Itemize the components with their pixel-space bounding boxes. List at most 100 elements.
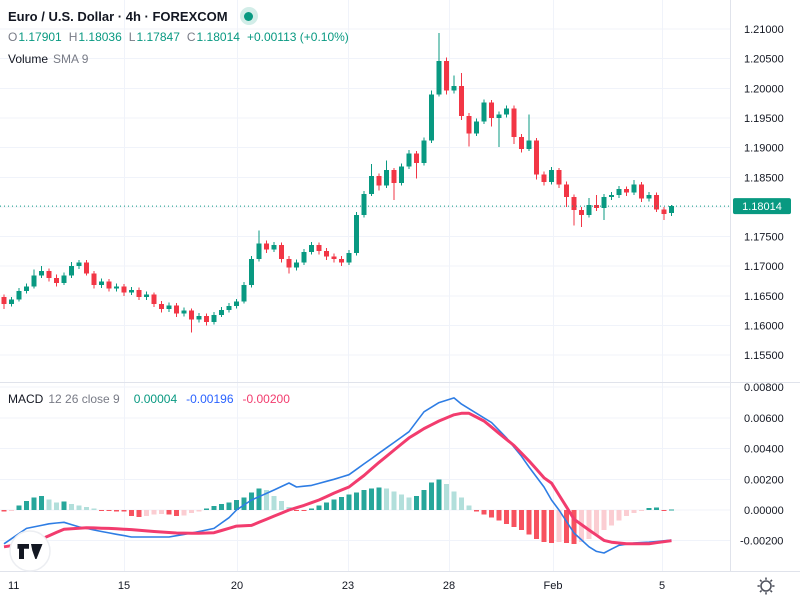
macd-histogram-bar — [519, 510, 524, 530]
macd-histogram-bar — [196, 510, 202, 512]
candle-body — [624, 189, 629, 193]
candle-body — [106, 281, 112, 289]
gear-icon-tooth — [759, 579, 763, 583]
candle-body — [144, 294, 149, 298]
volume-ma-label: SMA 9 — [53, 52, 89, 66]
gear-icon-tooth — [769, 579, 773, 583]
candle-body — [406, 153, 412, 167]
time-tick-label[interactable]: 23 — [342, 580, 354, 592]
macd-histogram-bar — [16, 505, 22, 510]
candle-body — [616, 189, 622, 196]
macd-histogram-bar — [639, 510, 644, 512]
candle-body — [421, 140, 427, 164]
candle-body — [69, 266, 74, 276]
price-tick-label[interactable]: 1.19500 — [744, 113, 784, 125]
macd-histogram-value: 0.00004 — [133, 392, 178, 406]
candle-body — [361, 193, 367, 216]
macd-histogram-bar — [444, 483, 449, 510]
tradingview-logo-glyph-1 — [17, 544, 29, 559]
candle-body — [511, 108, 517, 137]
macd-tick-label[interactable]: 0.00000 — [744, 505, 784, 517]
candle-body — [189, 310, 194, 320]
volume-indicator-label[interactable]: Volume — [8, 52, 49, 66]
time-tick-label[interactable]: 15 — [118, 580, 130, 592]
macd-histogram-bar — [339, 496, 344, 510]
macd-tick-label[interactable]: -0.00200 — [740, 536, 783, 548]
candle-body — [391, 170, 397, 184]
macd-histogram-bar — [534, 510, 539, 540]
macd-indicator-label[interactable]: MACD — [8, 392, 44, 406]
macd-histogram-bar — [384, 488, 389, 510]
macd-histogram-bar — [46, 499, 52, 510]
candle-body — [211, 314, 217, 322]
price-tick-label[interactable]: 1.21000 — [744, 24, 784, 36]
macd-histogram-bar — [54, 502, 59, 510]
candle-body — [76, 262, 82, 267]
price-tick-label[interactable]: 1.16000 — [744, 320, 784, 332]
candle-body — [294, 262, 299, 268]
last-price-label: 1.18014 — [742, 201, 782, 213]
candle-body — [84, 262, 89, 274]
candle-body — [181, 310, 187, 314]
time-tick-label[interactable]: Feb — [544, 580, 563, 592]
price-tick-label[interactable]: 1.18500 — [744, 172, 784, 184]
candle-body — [436, 61, 442, 95]
candle-body — [474, 121, 479, 134]
macd-histogram-bar — [354, 492, 359, 510]
macd-histogram-bar — [429, 482, 434, 510]
candle-body — [564, 184, 569, 197]
macd-line — [3, 397, 672, 554]
price-tick-label[interactable]: 1.17000 — [744, 261, 784, 273]
macd-histogram-bar — [481, 510, 487, 515]
price-tick-label[interactable]: 1.15500 — [744, 350, 784, 362]
gear-icon[interactable] — [760, 580, 772, 592]
price-tick-label[interactable]: 1.20000 — [744, 83, 784, 95]
gear-icon-tooth — [759, 589, 763, 593]
candle-body — [129, 289, 134, 293]
macd-histogram-bar — [376, 487, 382, 510]
time-tick-label[interactable]: 11 — [8, 580, 19, 592]
candle-body — [451, 85, 457, 91]
candle-body — [234, 301, 239, 306]
candle-body — [16, 291, 22, 300]
macd-histogram-bar — [631, 510, 637, 514]
macd-histogram-bar — [99, 510, 104, 511]
candle-body — [99, 281, 104, 286]
macd-histogram-bar — [159, 510, 164, 514]
price-tick-label[interactable]: 1.17500 — [744, 232, 784, 244]
candle-body — [459, 85, 464, 117]
time-tick-label[interactable]: 20 — [231, 580, 243, 592]
macd-histogram-bar — [504, 510, 509, 524]
macd-tick-label[interactable]: 0.00200 — [744, 474, 784, 486]
candle-body — [279, 244, 284, 260]
macd-histogram-bar — [496, 510, 502, 521]
macd-tick-label[interactable]: 0.00800 — [744, 382, 784, 394]
symbol-title[interactable]: Euro / U.S. Dollar · 4h · FOREXCOM — [8, 8, 228, 24]
macd-histogram-bar — [474, 510, 479, 512]
price-tick-label[interactable]: 1.19000 — [744, 143, 784, 155]
macd-histogram-bar — [226, 502, 232, 510]
macd-histogram-bar — [466, 505, 472, 510]
macd-histogram-bar — [241, 497, 247, 510]
time-tick-label[interactable]: 5 — [659, 580, 665, 592]
time-tick-label[interactable]: 28 — [443, 580, 455, 592]
candle-body — [316, 244, 322, 251]
macd-histogram-bar — [369, 488, 374, 510]
macd-histogram-bar — [309, 508, 314, 510]
main-pane-legend: Euro / U.S. Dollar · 4h · FOREXCOM O 1.1… — [8, 5, 349, 69]
macd-histogram-bar — [121, 510, 127, 512]
candle-body — [654, 195, 659, 210]
macd-histogram-bar — [324, 502, 329, 510]
macd-histogram-bar — [39, 496, 44, 510]
candle-body — [249, 259, 254, 286]
macd-tick-label[interactable]: 0.00600 — [744, 413, 784, 425]
tradingview-logo-icon[interactable] — [9, 530, 51, 572]
macd-tick-label[interactable]: 0.00400 — [744, 444, 784, 456]
price-tick-label[interactable]: 1.16500 — [744, 291, 784, 303]
candle-body — [39, 270, 44, 276]
candle-body — [571, 196, 577, 210]
price-tick-label[interactable]: 1.20500 — [744, 54, 784, 66]
macd-pane-legend: MACD 12 26 close 9 0.00004 -0.00196 -0.0… — [8, 390, 290, 408]
